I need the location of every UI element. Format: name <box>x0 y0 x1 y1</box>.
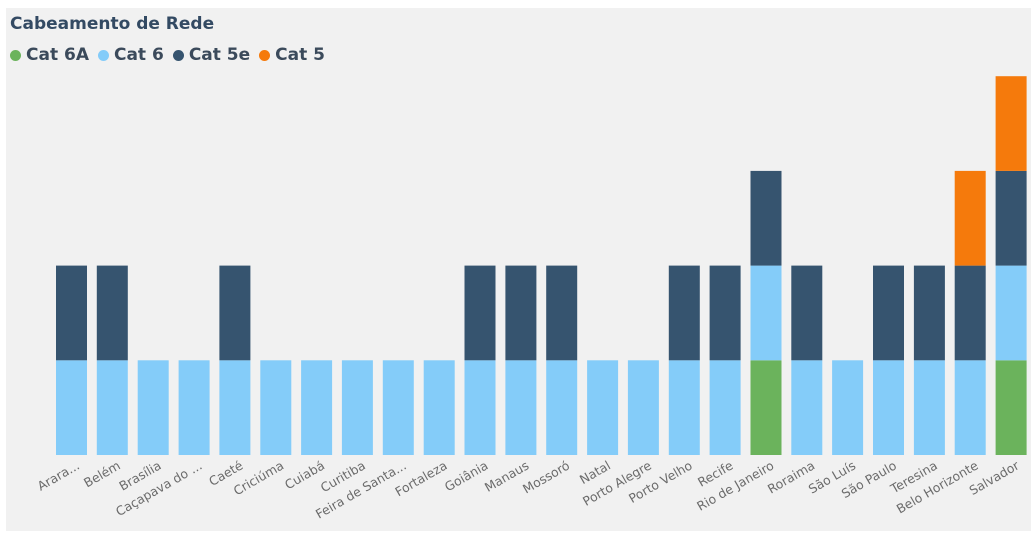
bar-segment-cat-6-fortaleza[interactable] <box>423 360 455 455</box>
bar-segment-cat-6-sao-luis[interactable] <box>832 360 864 455</box>
bar-segment-cat-6-goiania[interactable] <box>464 360 496 455</box>
bar-segment-cat-5e-arara[interactable] <box>56 265 87 361</box>
bar-segment-cat-5e-caete[interactable] <box>219 265 251 361</box>
bar-segment-cat-6-natal[interactable] <box>587 360 619 455</box>
bar-segment-cat-6-feira-de-santa[interactable] <box>382 360 414 455</box>
bar-segment-cat-5e-belem[interactable] <box>96 265 128 361</box>
bar-segment-cat-5e-recife[interactable] <box>709 265 741 361</box>
bar-segment-cat-6-porto-alegre[interactable] <box>627 360 659 455</box>
bar-segment-cat-6-rio-de-janeiro[interactable] <box>750 265 782 361</box>
bar-segment-cat-6-mossoro[interactable] <box>546 360 578 455</box>
bar-segment-cat-6-salvador[interactable] <box>995 265 1027 361</box>
bar-segment-cat-6a-rio-de-janeiro[interactable] <box>750 360 782 455</box>
bar-segment-cat-6-brasilia[interactable] <box>137 360 169 455</box>
bar-segment-cat-6-roraima[interactable] <box>791 360 823 455</box>
bar-segment-cat-5-belo-horizonte[interactable] <box>954 170 986 266</box>
bar-segment-cat-6-porto-velho[interactable] <box>668 360 700 455</box>
bar-segment-cat-6-belo-horizonte[interactable] <box>954 360 986 455</box>
bar-segment-cat-5e-roraima[interactable] <box>791 265 823 361</box>
bar-segment-cat-5e-salvador[interactable] <box>995 170 1027 266</box>
legend-marker-cat-5e <box>172 49 184 61</box>
legend-item-cat-5[interactable]: Cat 5 <box>259 45 325 65</box>
bar-segment-cat-6-arara[interactable] <box>56 360 87 455</box>
bar-segment-cat-6-sao-paulo[interactable] <box>873 360 904 455</box>
bar-segment-cat-6a-salvador[interactable] <box>995 360 1027 455</box>
legend-item-cat-6a[interactable]: Cat 6A <box>10 45 89 65</box>
bar-segment-cat-5e-goiania[interactable] <box>464 265 496 361</box>
bar-segment-cat-5e-rio-de-janeiro[interactable] <box>750 170 782 266</box>
legend-label-cat-6a: Cat 6A <box>26 45 89 65</box>
bar-segment-cat-6-criciuma[interactable] <box>260 360 292 455</box>
legend-marker-cat-5 <box>259 49 271 61</box>
x-tick-label-mossoro: Mossoró <box>520 458 572 497</box>
legend-label-cat-5e: Cat 5e <box>188 45 251 65</box>
bar-segment-cat-5-salvador[interactable] <box>995 76 1027 171</box>
bar-segment-cat-6-manaus[interactable] <box>505 360 537 455</box>
bar-segment-cat-6-cuiaba[interactable] <box>301 360 333 455</box>
legend-label-cat-6: Cat 6 <box>113 45 164 65</box>
bar-segment-cat-5e-teresina[interactable] <box>913 265 945 361</box>
legend-marker-cat-6a <box>10 49 21 61</box>
x-tick-label-arara: Arara... <box>35 458 82 494</box>
bar-segment-cat-5e-porto-velho[interactable] <box>668 265 700 361</box>
bar-segment-cat-6-caete[interactable] <box>219 360 251 455</box>
legend-item-cat-5e[interactable]: Cat 5e <box>172 45 251 65</box>
chart-title: Cabeamento de Rede <box>10 14 215 34</box>
legend-marker-cat-6 <box>97 49 109 61</box>
bar-segment-cat-5e-mossoro[interactable] <box>546 265 578 361</box>
bar-segment-cat-6-cacapava-do[interactable] <box>178 360 210 455</box>
chart-legend: Cat 6A Cat 6 Cat 5e Cat 5 <box>10 45 334 65</box>
bar-segment-cat-6-teresina[interactable] <box>913 360 945 455</box>
legend-label-cat-5: Cat 5 <box>275 45 325 65</box>
bar-segment-cat-5e-manaus[interactable] <box>505 265 537 361</box>
bar-segment-cat-5e-sao-paulo[interactable] <box>873 265 904 361</box>
bar-segment-cat-5e-belo-horizonte[interactable] <box>954 265 986 361</box>
bar-segment-cat-6-belem[interactable] <box>96 360 128 455</box>
legend-item-cat-6[interactable]: Cat 6 <box>97 45 164 65</box>
bar-segment-cat-6-recife[interactable] <box>709 360 741 455</box>
x-tick-label-belem: Belém <box>81 458 123 491</box>
bar-segment-cat-6-curitiba[interactable] <box>341 360 373 455</box>
x-tick-label-goiania: Goiânia <box>442 458 491 495</box>
